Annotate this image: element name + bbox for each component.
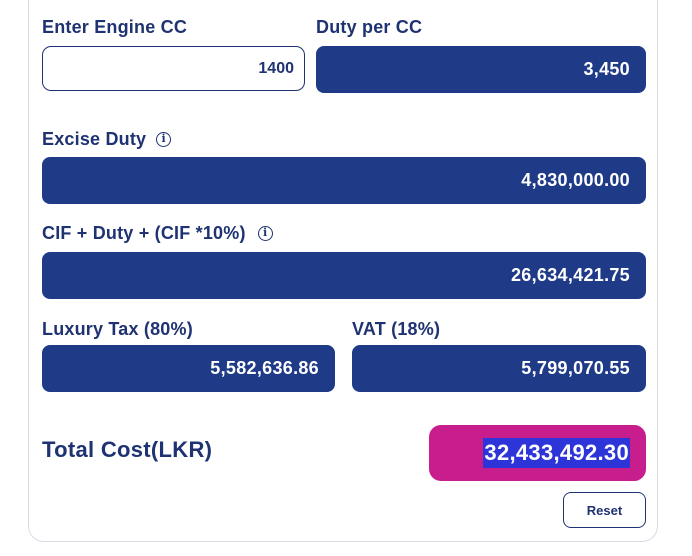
cif-total-label: CIF + Duty + (CIF *10%) i [42,223,273,244]
cif-total-value: 26,634,421.75 [510,265,630,285]
engine-cc-label-text: Enter Engine CC [42,17,188,37]
engine-cc-label: Enter Engine CC [42,17,187,38]
duty-per-cc-label-text: Duty per CC [316,17,423,37]
total-cost-value[interactable]: 32,433,492.30 [483,438,630,468]
info-icon[interactable]: i [257,226,273,241]
luxury-tax-value: 5,582,636.86 [210,358,319,378]
vat-label: VAT (18%) [352,319,440,340]
duty-per-cc-field: 3,450 [316,46,646,93]
vat-value: 5,799,070.55 [521,358,630,378]
duty-per-cc-label: Duty per CC [316,17,422,38]
excise-duty-label: Excise Duty i [42,129,172,150]
vat-label-text: VAT (18%) [352,319,441,339]
vat-field: 5,799,070.55 [352,345,646,392]
luxury-tax-label-text: Luxury Tax (80%) [42,319,193,339]
luxury-tax-label: Luxury Tax (80%) [42,319,193,340]
excise-duty-value: 4,830,000.00 [521,170,630,190]
engine-cc-input[interactable] [42,46,305,91]
reset-button[interactable]: Reset [563,492,646,528]
excise-duty-field: 4,830,000.00 [42,157,646,204]
info-icon[interactable]: i [156,132,172,147]
luxury-tax-field: 5,582,636.86 [42,345,335,392]
total-cost-box: 32,433,492.30 [429,425,646,481]
total-cost-label: Total Cost(LKR) [42,437,213,462]
excise-duty-label-text: Excise Duty [42,129,147,149]
duty-per-cc-value: 3,450 [583,59,630,79]
cif-total-label-text: CIF + Duty + (CIF *10%) [42,223,246,243]
cif-total-field: 26,634,421.75 [42,252,646,299]
